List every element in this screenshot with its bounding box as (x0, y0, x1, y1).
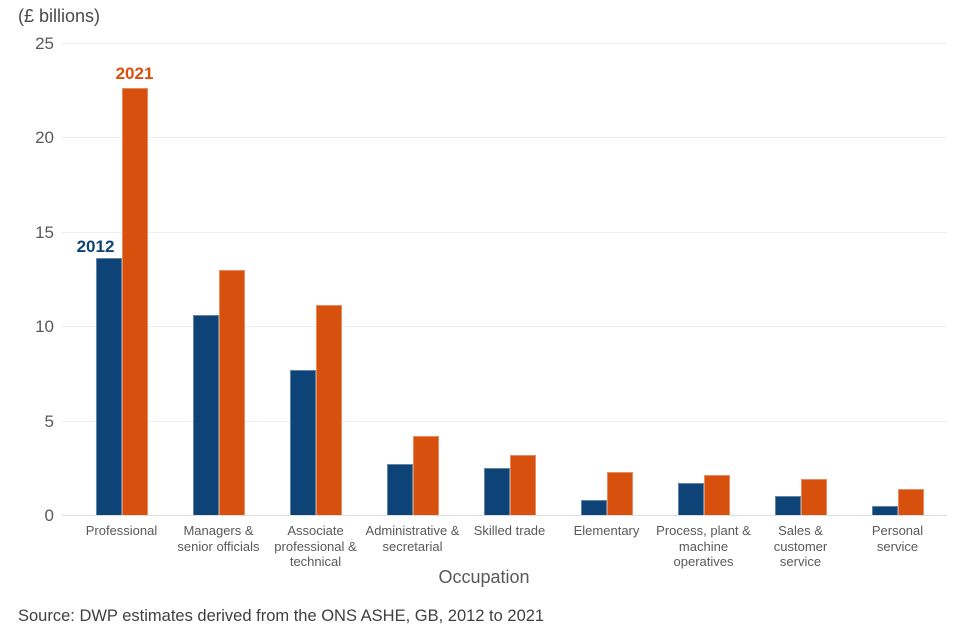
category-label: Administrative & secretarial (365, 523, 460, 554)
series-label-2021: 2021 (115, 64, 154, 84)
bar-2012-elementary (580, 499, 607, 515)
gridline (62, 137, 947, 139)
gridline (62, 420, 947, 422)
category-label: Personal service (871, 523, 924, 554)
bar-2021-sales- (800, 479, 827, 515)
gridline (62, 326, 947, 328)
y-tick-label: 0 (44, 506, 54, 525)
y-tick-label: 25 (35, 34, 54, 53)
category-label: Elementary (573, 523, 640, 538)
series-label-2012: 2012 (76, 237, 115, 257)
y-axis-units-label: (£ billions) (18, 6, 101, 26)
bar-2012-sales- (774, 496, 801, 515)
category-label: Skilled trade (473, 523, 546, 538)
bar-2021-managers- (218, 269, 245, 515)
category-label: Process, plant & machine operatives (656, 523, 751, 570)
category-label: Sales & customer service (773, 523, 828, 570)
bar-2021-skilled-trade (509, 454, 536, 515)
bar-2012-skilled-trade (483, 467, 510, 515)
gridline (62, 43, 947, 44)
bar-2012-personal (871, 505, 898, 515)
source-note: Source: DWP estimates derived from the O… (18, 607, 545, 625)
category-label: Professional (85, 523, 158, 538)
category-label: Associate professional & technical (274, 523, 357, 570)
y-tick-label: 20 (35, 128, 54, 148)
bar-2021-process-plant- (703, 475, 730, 515)
bar-2012-administrative- (386, 464, 413, 515)
y-tick-label: 15 (35, 222, 54, 242)
x-axis-line (62, 515, 947, 516)
category-label: Managers & senior officials (177, 523, 260, 554)
bar-2021-professional (121, 88, 148, 515)
x-axis-title: Occupation (438, 567, 530, 587)
bar-2012-associate (289, 369, 316, 515)
bar-2021-associate (315, 305, 342, 515)
y-tick-label: 10 (35, 317, 54, 337)
bar-2012-process-plant- (677, 482, 704, 515)
bar-2021-administrative- (412, 435, 439, 515)
y-tick-label: 5 (44, 411, 54, 431)
bar-2012-professional (95, 258, 122, 515)
bar-2021-elementary (606, 471, 633, 515)
bar-2012-managers- (192, 314, 219, 515)
gridline (62, 231, 947, 233)
bar-2021-personal (897, 488, 924, 515)
